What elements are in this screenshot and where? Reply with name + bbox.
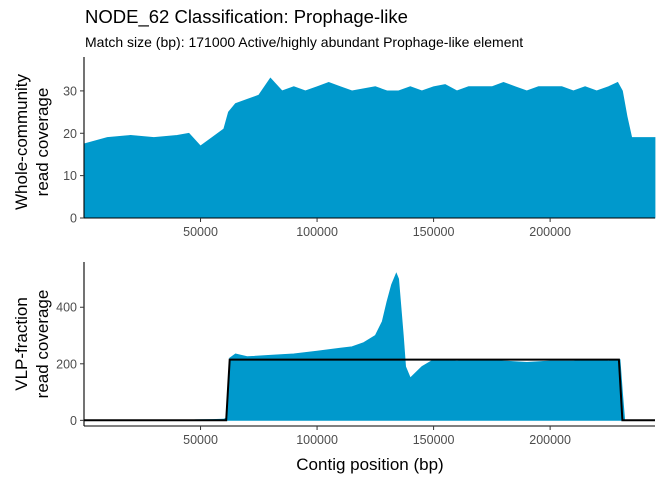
bottom-x-tick-label: 200000 bbox=[529, 433, 571, 447]
chart-title: NODE_62 Classification: Prophage-like bbox=[85, 6, 408, 28]
top-x-tick-label: 150000 bbox=[413, 225, 455, 239]
bottom-x-tick-label: 50000 bbox=[183, 433, 218, 447]
chart-subtitle: Match size (bp): 171000 Active/highly ab… bbox=[85, 34, 523, 50]
top-y-axis-label-line1: Whole-community bbox=[12, 73, 31, 210]
bottom-y-tick-label: 0 bbox=[70, 414, 77, 428]
bottom-y-axis-label-line2: read coverage bbox=[33, 290, 52, 399]
top-y-tick-label: 30 bbox=[63, 84, 77, 98]
bottom-coverage-area bbox=[84, 272, 655, 421]
whole-community-panel: 0 10 20 30 50000 100000 150000 200000 bbox=[63, 57, 656, 239]
bottom-y-tick-label: 400 bbox=[56, 301, 77, 315]
top-x-tick-label: 50000 bbox=[183, 225, 218, 239]
top-y-tick-label: 0 bbox=[70, 212, 77, 226]
bottom-x-tick-label: 100000 bbox=[296, 433, 338, 447]
top-y-tick-label: 10 bbox=[63, 169, 77, 183]
x-axis-title: Contig position (bp) bbox=[296, 455, 443, 474]
bottom-x-tick-label: 150000 bbox=[413, 433, 455, 447]
top-coverage-area bbox=[83, 77, 656, 219]
bottom-y-tick-label: 200 bbox=[56, 357, 77, 371]
top-y-tick-label: 20 bbox=[63, 127, 77, 141]
bottom-y-axis-label-line1: VLP-fraction bbox=[12, 297, 31, 391]
top-y-axis-label-line2: read coverage bbox=[33, 88, 52, 197]
prophage-fit-line bbox=[84, 358, 655, 422]
top-x-tick-label: 200000 bbox=[529, 225, 571, 239]
top-x-tick-label: 100000 bbox=[296, 225, 338, 239]
vlp-fraction-panel: 0 200 400 50000 100000 150000 200000 bbox=[56, 262, 655, 447]
